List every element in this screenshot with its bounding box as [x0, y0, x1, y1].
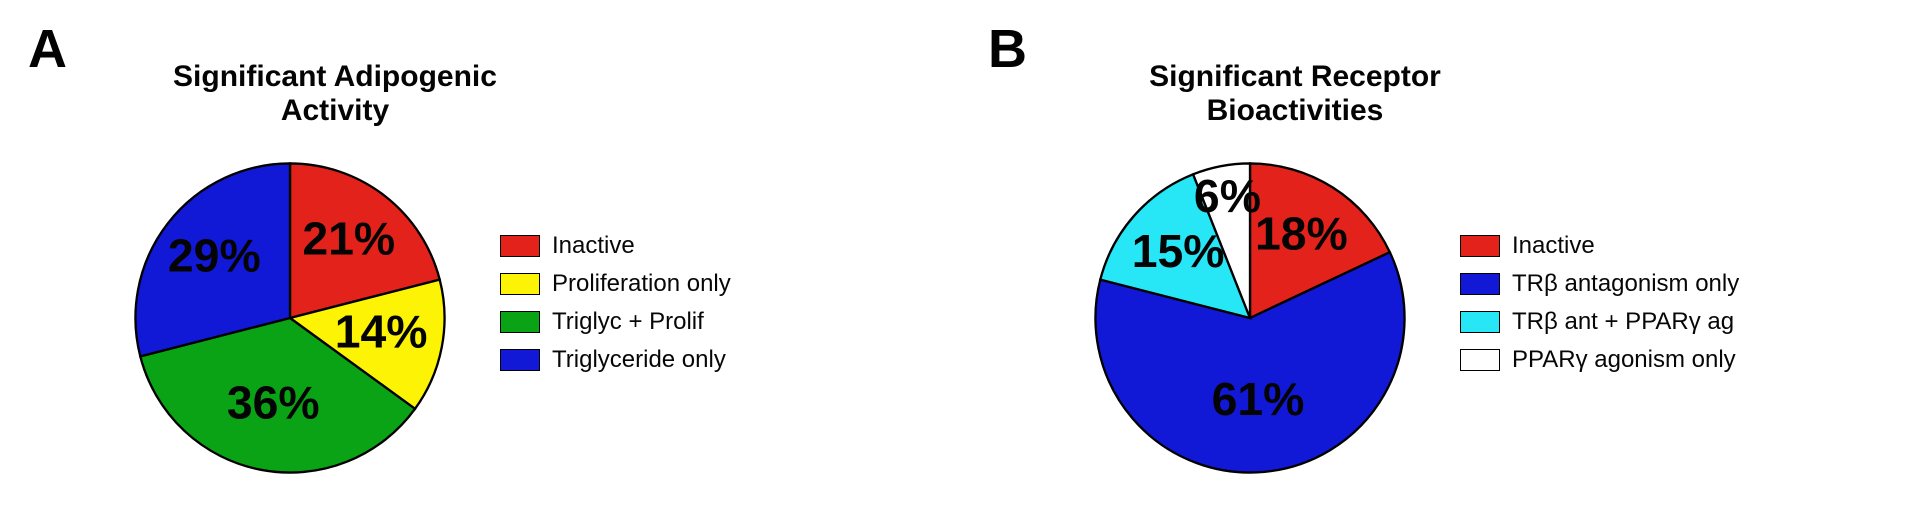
legend-swatch — [1460, 235, 1500, 257]
legend-label: Triglyceride only — [552, 346, 726, 374]
legend-swatch — [1460, 349, 1500, 371]
legend-row: Inactive — [1460, 232, 1739, 260]
legend-label: PPARγ agonism only — [1512, 346, 1736, 374]
pie-slice-label: 18% — [1255, 207, 1348, 259]
chart-b-title: Significant Receptor Bioactivities — [1080, 60, 1510, 128]
chart-a-title: Significant Adipogenic Activity — [120, 60, 550, 128]
pie-chart-b: 18% 61% 15%6% — [1080, 148, 1420, 488]
legend-row: TRβ antagonism only — [1460, 270, 1739, 298]
chart-b-area: 18% 61% 15%6% Inactive TRβ antagonism only T… — [1080, 148, 1860, 488]
legend-row: TRβ ant + PPARγ ag — [1460, 308, 1739, 336]
legend-row: Inactive — [500, 232, 731, 260]
legend-swatch — [500, 235, 540, 257]
chart-b-wrap: Significant Receptor Bioactivities 18% 61… — [1080, 60, 1860, 500]
legend-label: TRβ antagonism only — [1512, 270, 1739, 298]
legend-row: Triglyceride only — [500, 346, 731, 374]
panel-a: A Significant Adipogenic Activity 21% 14%… — [0, 0, 960, 532]
legend-b: Inactive TRβ antagonism only TRβ ant + PPA… — [1460, 232, 1739, 374]
pie-slice-label: 14% — [335, 306, 428, 358]
pie-slice-label: 15% — [1132, 225, 1225, 277]
pie-slice-label: 36% — [227, 376, 320, 428]
panel-letter-b: B — [988, 18, 1027, 80]
pie-slice-label: 29% — [168, 230, 261, 282]
legend-swatch — [500, 273, 540, 295]
legend-label: Inactive — [552, 232, 635, 260]
legend-label: Triglyc + Prolif — [552, 308, 704, 336]
panel-letter-a: A — [28, 18, 67, 80]
legend-swatch — [500, 311, 540, 333]
legend-swatch — [1460, 311, 1500, 333]
pie-slice-label: 21% — [302, 213, 395, 265]
panel-b: B Significant Receptor Bioactivities 18%… — [960, 0, 1920, 532]
chart-a-wrap: Significant Adipogenic Activity 21% 14% 36… — [120, 60, 900, 500]
legend-row: PPARγ agonism only — [1460, 346, 1739, 374]
legend-label: TRβ ant + PPARγ ag — [1512, 308, 1734, 336]
chart-a-area: 21% 14% 36% 29% Inactive Proliferation only T… — [120, 148, 900, 488]
legend-row: Triglyc + Prolif — [500, 308, 731, 336]
legend-label: Proliferation only — [552, 270, 731, 298]
legend-row: Proliferation only — [500, 270, 731, 298]
pie-slice-label: 6% — [1194, 170, 1261, 222]
legend-label: Inactive — [1512, 232, 1595, 260]
pie-chart-a: 21% 14% 36% 29% — [120, 148, 460, 488]
legend-swatch — [500, 349, 540, 371]
legend-swatch — [1460, 273, 1500, 295]
legend-a: Inactive Proliferation only Triglyc + Prol… — [500, 232, 731, 374]
pie-slice-label: 61% — [1212, 373, 1305, 425]
